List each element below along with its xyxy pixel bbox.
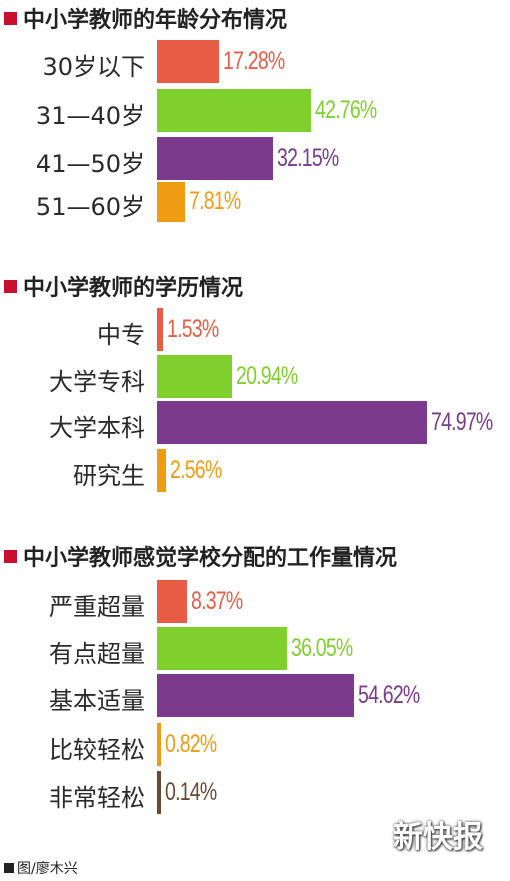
category-label: 严重超量 bbox=[49, 592, 145, 621]
bar bbox=[157, 89, 311, 132]
value-label: 7.81% bbox=[189, 187, 241, 215]
category-label: 比较轻松 bbox=[49, 735, 145, 764]
value-label: 74.97% bbox=[431, 407, 493, 436]
bar bbox=[157, 355, 232, 398]
bar bbox=[157, 449, 166, 492]
category-label: 30岁以下 bbox=[42, 52, 145, 81]
value-label: 20.94% bbox=[236, 361, 298, 390]
title-text: 中小学教师的年龄分布情况 bbox=[23, 8, 288, 33]
value-label: 32.15% bbox=[277, 143, 339, 172]
value-label: 54.62% bbox=[358, 680, 420, 709]
title-text: 中小学教师感觉学校分配的工作量情况 bbox=[23, 546, 398, 571]
logo-text: 新快报 bbox=[393, 820, 483, 855]
bar bbox=[157, 137, 273, 180]
value-label: 8.37% bbox=[191, 586, 243, 615]
value-label: 0.82% bbox=[165, 729, 217, 758]
bar bbox=[157, 580, 187, 623]
bar bbox=[157, 771, 161, 814]
credit-square-icon bbox=[4, 863, 14, 873]
value-label: 36.05% bbox=[291, 633, 353, 662]
bar bbox=[157, 627, 287, 670]
credit-text: 图/廖木兴 bbox=[17, 861, 78, 877]
title-square-icon bbox=[4, 549, 17, 563]
bar bbox=[157, 308, 163, 351]
title-square-icon bbox=[4, 11, 17, 25]
value-label: 2.56% bbox=[170, 455, 222, 484]
value-label: 17.28% bbox=[223, 46, 285, 75]
chart-2-title: 中小学教师的学历情况 bbox=[4, 270, 243, 302]
bar bbox=[157, 674, 354, 717]
bar bbox=[157, 401, 427, 444]
value-label: 1.53% bbox=[167, 314, 219, 343]
value-label: 42.76% bbox=[315, 95, 377, 124]
newspaper-logo: 新快报 bbox=[375, 806, 501, 862]
category-label: 大学本科 bbox=[49, 413, 145, 442]
category-label: 有点超量 bbox=[49, 639, 145, 668]
title-square-icon bbox=[4, 279, 17, 293]
category-label: 41—50岁 bbox=[35, 149, 145, 178]
category-label: 基本适量 bbox=[49, 686, 145, 715]
chart-1-title: 中小学教师的年龄分布情况 bbox=[4, 2, 287, 34]
category-label: 31—40岁 bbox=[35, 101, 145, 130]
title-text: 中小学教师的学历情况 bbox=[23, 276, 244, 301]
category-label: 51—60岁 bbox=[35, 193, 145, 221]
category-label: 中专 bbox=[97, 320, 145, 349]
value-label: 0.14% bbox=[165, 777, 217, 806]
bar bbox=[157, 723, 161, 766]
category-label: 非常轻松 bbox=[49, 783, 145, 812]
chart-3-title: 中小学教师感觉学校分配的工作量情况 bbox=[4, 540, 397, 572]
bar bbox=[157, 40, 219, 83]
category-label: 研究生 bbox=[73, 461, 145, 490]
bar bbox=[157, 182, 185, 222]
credit: 图/廖木兴 bbox=[4, 858, 78, 878]
category-label: 大学专科 bbox=[49, 367, 145, 396]
